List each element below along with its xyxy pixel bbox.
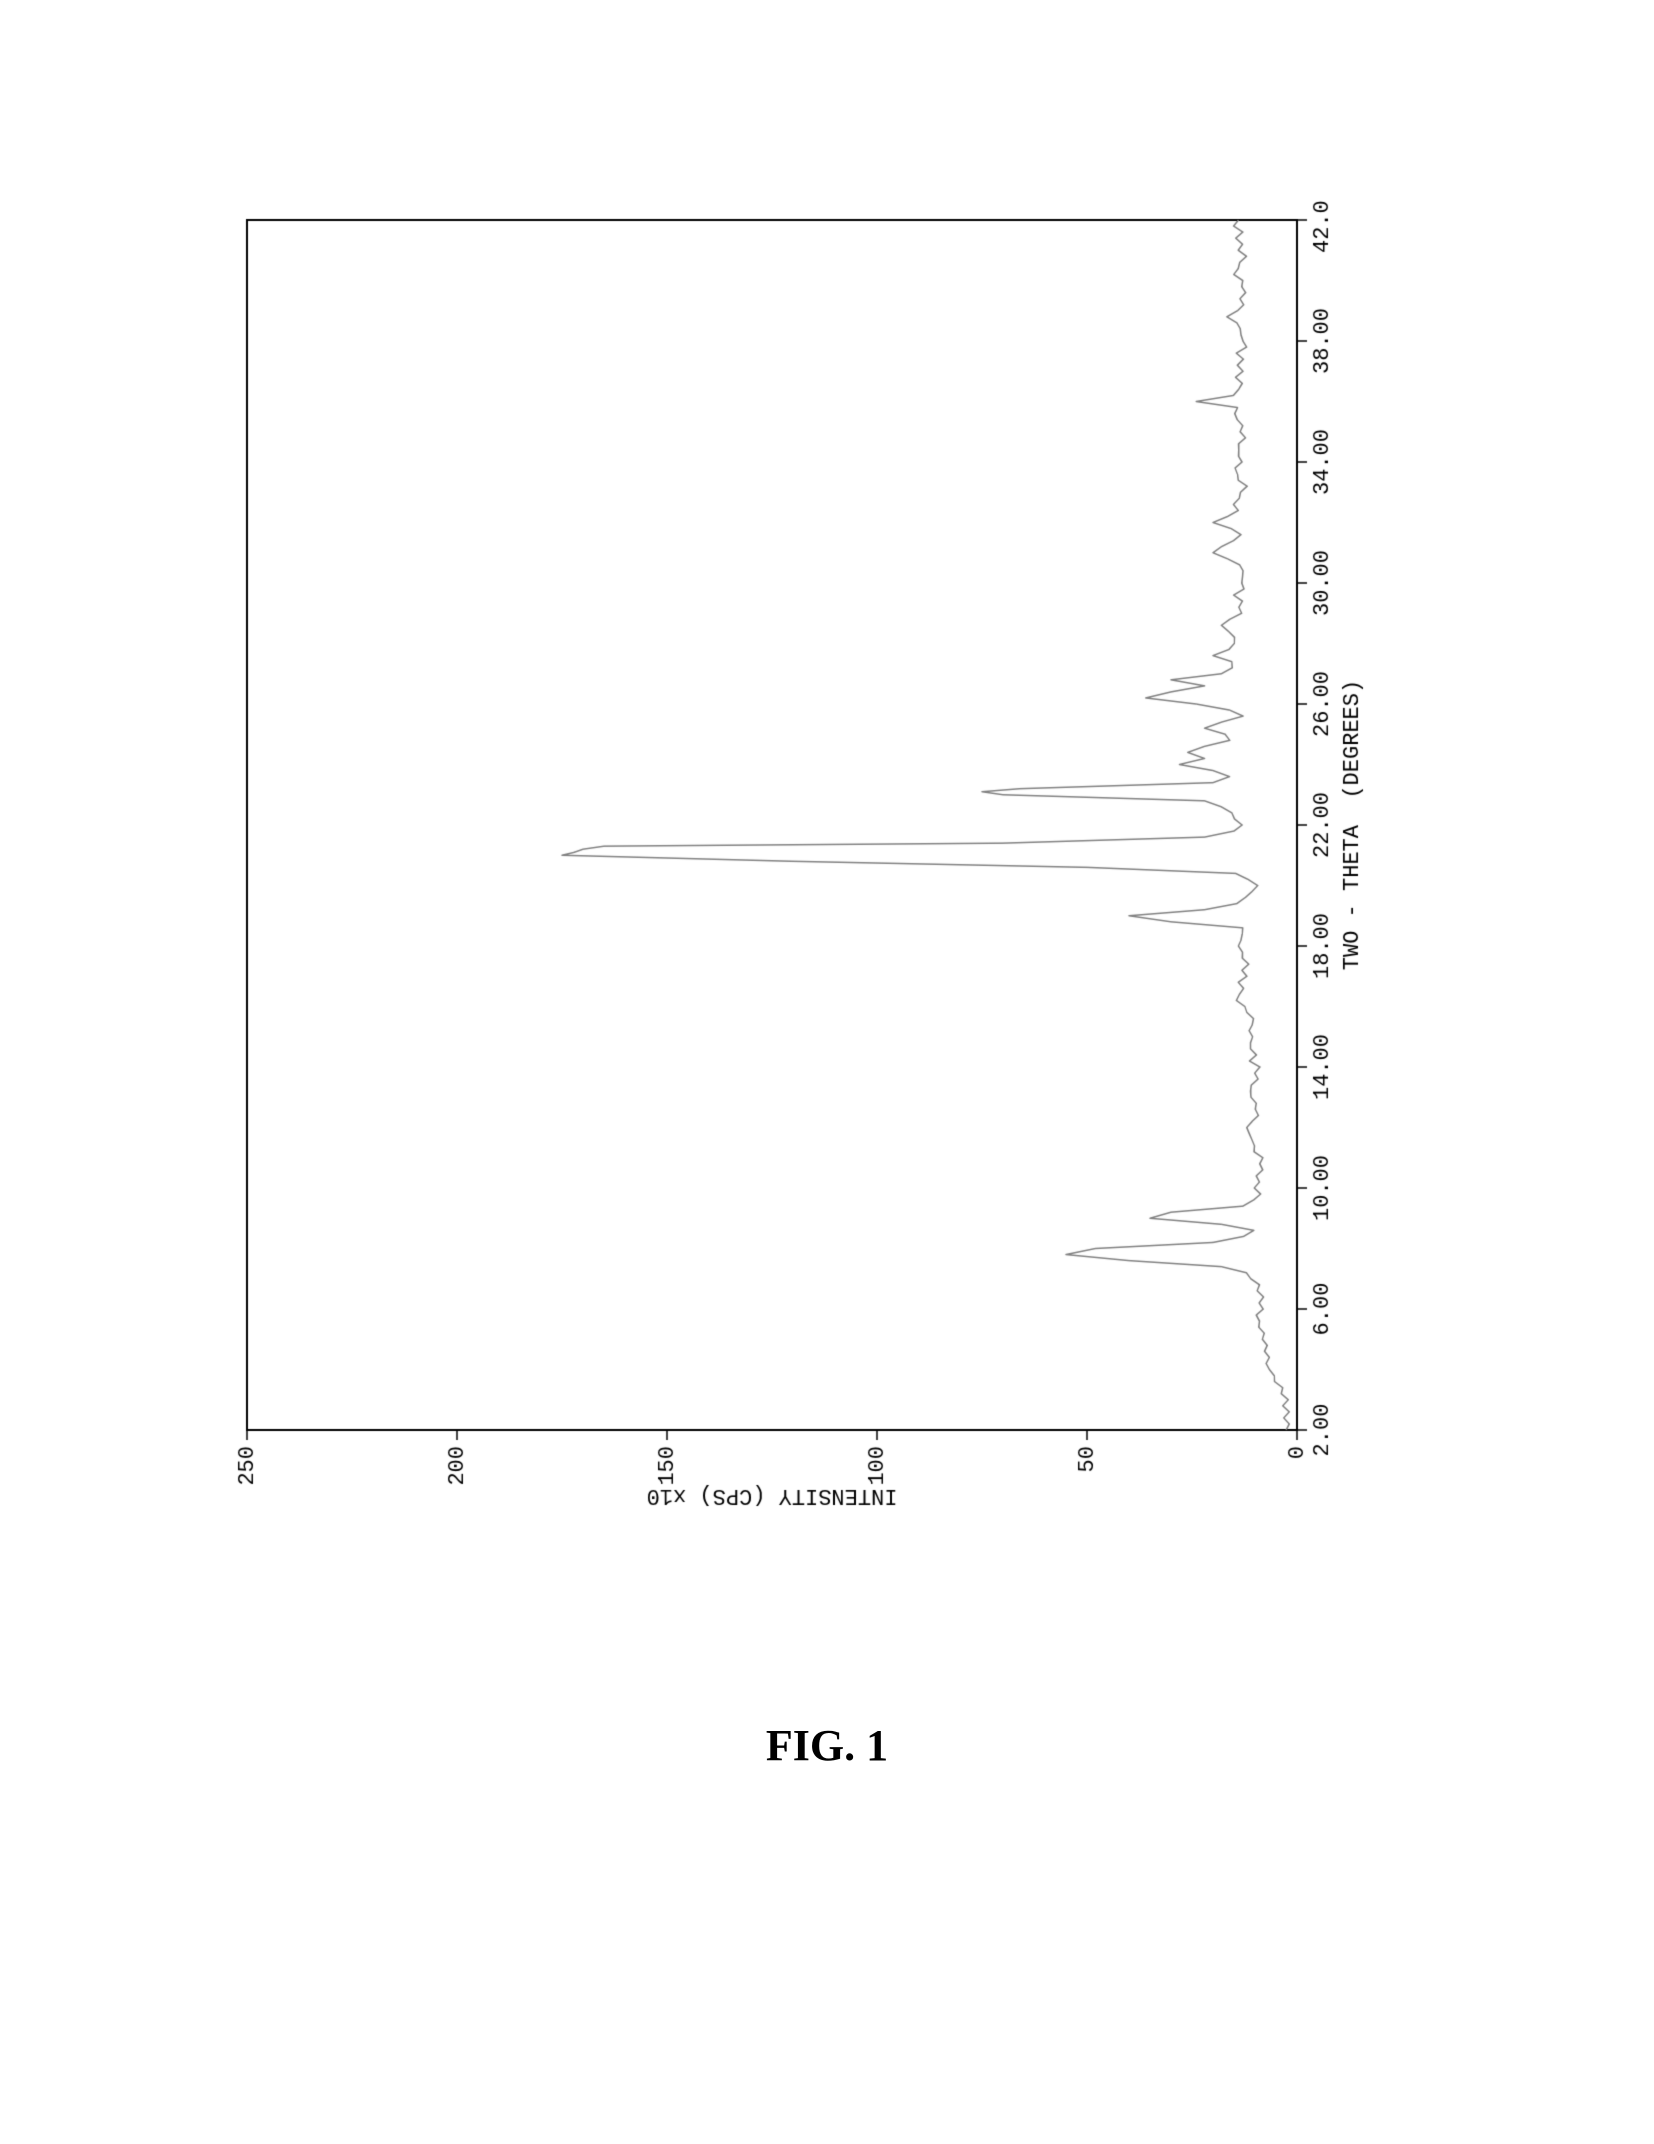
xrd-diffractogram-chart	[227, 200, 1427, 1560]
figure-caption: FIG. 1	[766, 1720, 888, 1771]
page-container: FIG. 1	[0, 0, 1654, 2144]
xrd-chart-wrapper	[227, 200, 1427, 1560]
